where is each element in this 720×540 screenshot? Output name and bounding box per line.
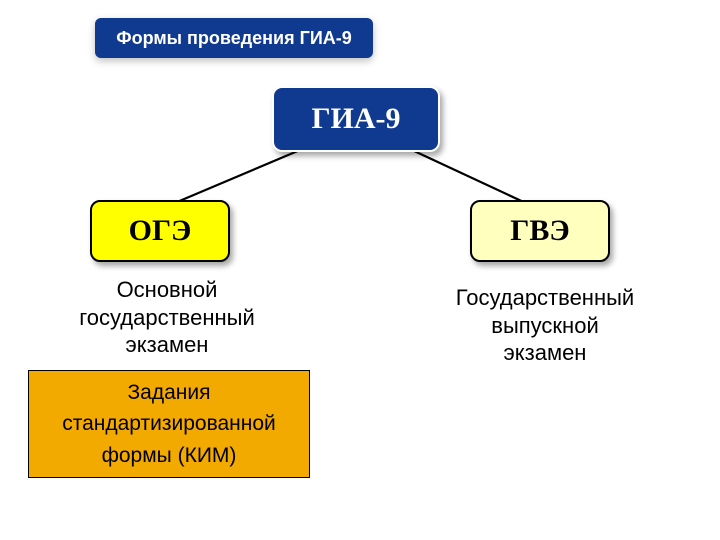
root-label: ГИА-9 — [311, 102, 400, 136]
left-caption: Основнойгосударственныйэкзамен — [52, 276, 282, 359]
left-label: ОГЭ — [129, 214, 192, 248]
left-node: ОГЭ — [90, 200, 230, 262]
right-node: ГВЭ — [470, 200, 610, 262]
title-text: Формы проведения ГИА-9 — [116, 28, 352, 49]
root-node: ГИА-9 — [272, 86, 440, 152]
info-text: Заданиястандартизированнойформы (КИМ) — [62, 377, 276, 472]
right-caption: Государственныйвыпускнойэкзамен — [430, 284, 660, 367]
title-bar: Формы проведения ГИА-9 — [95, 18, 373, 58]
right-label: ГВЭ — [510, 214, 569, 248]
info-box: Заданиястандартизированнойформы (КИМ) — [28, 370, 310, 478]
